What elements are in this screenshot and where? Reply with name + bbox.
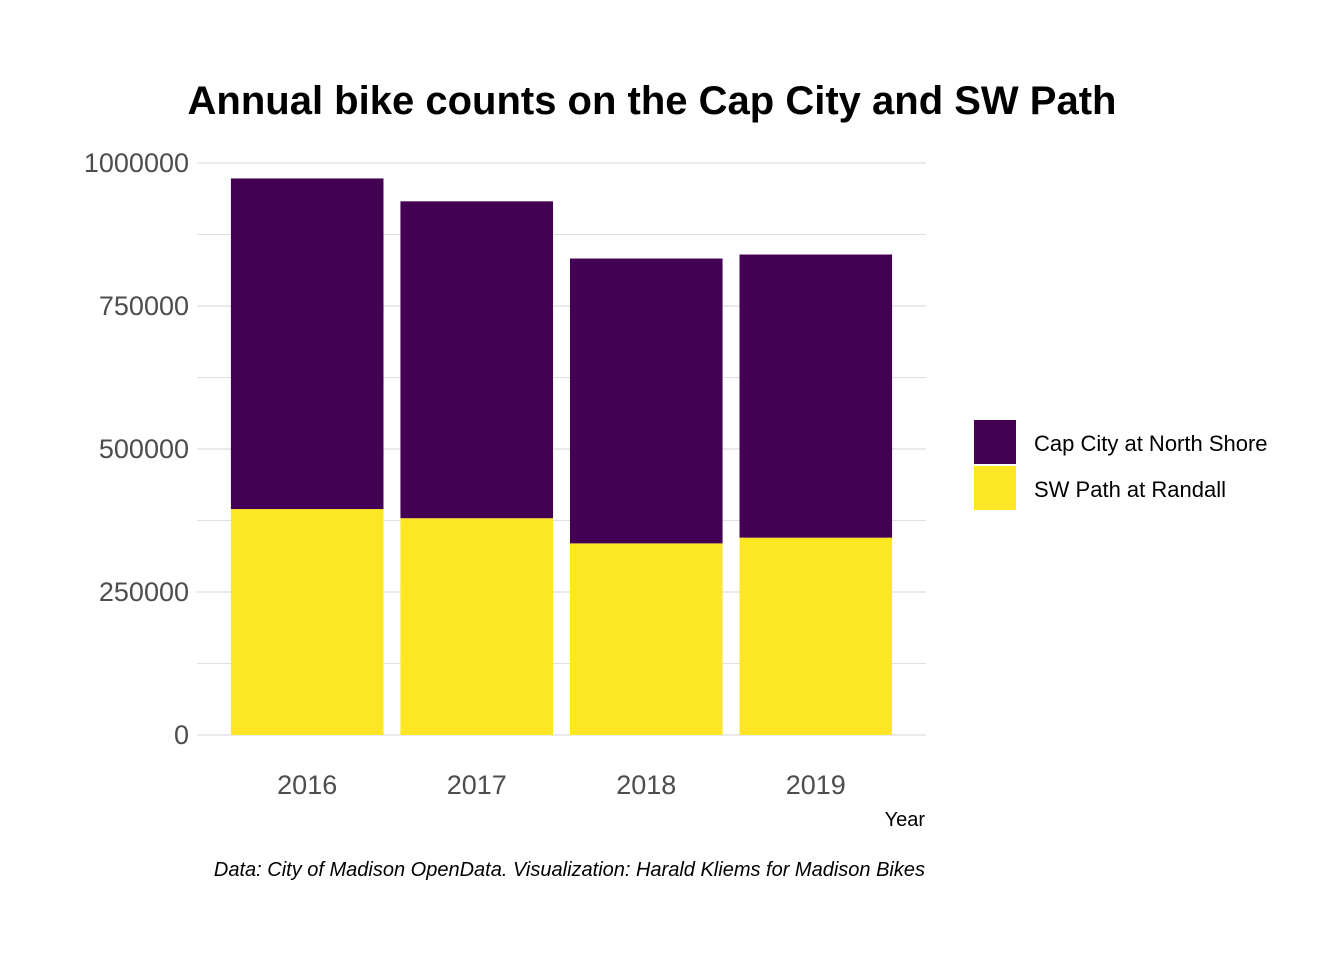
x-tick-label: 2017 (447, 770, 507, 800)
bar-cap-city-at-north-shore-2017 (400, 201, 554, 519)
y-tick-label: 0 (174, 720, 189, 750)
x-tick-label: 2019 (786, 770, 846, 800)
bars (230, 178, 893, 735)
legend-swatch (974, 420, 1016, 464)
legend-swatch (974, 466, 1016, 510)
y-tick-label: 1000000 (84, 148, 189, 178)
x-axis-tick-labels: 2016 2017 2018 2019 (277, 770, 846, 800)
chart-caption: Data: City of Madison OpenData. Visualiz… (214, 859, 925, 881)
bar-cap-city-at-north-shore-2018 (569, 258, 723, 544)
bar-sw-path-at-randall-2019 (739, 537, 893, 735)
legend: Cap City at North Shore SW Path at Randal… (974, 420, 1268, 510)
chart-title: Annual bike counts on the Cap City and S… (188, 79, 1117, 123)
bar-cap-city-at-north-shore-2019 (739, 254, 893, 538)
y-tick-label: 500000 (99, 434, 189, 464)
y-tick-label: 750000 (99, 291, 189, 321)
bar-sw-path-at-randall-2016 (230, 509, 384, 735)
y-axis-tick-labels: 0 250000 500000 750000 1000000 (84, 148, 189, 750)
bar-sw-path-at-randall-2018 (569, 543, 723, 735)
legend-label: Cap City at North Shore (1034, 431, 1268, 456)
x-axis-title: Year (885, 809, 926, 831)
x-tick-label: 2018 (616, 770, 676, 800)
bar-cap-city-at-north-shore-2016 (230, 178, 384, 510)
y-tick-label: 250000 (99, 577, 189, 607)
x-tick-label: 2016 (277, 770, 337, 800)
bar-sw-path-at-randall-2017 (400, 518, 554, 735)
legend-label: SW Path at Randall (1034, 477, 1226, 502)
